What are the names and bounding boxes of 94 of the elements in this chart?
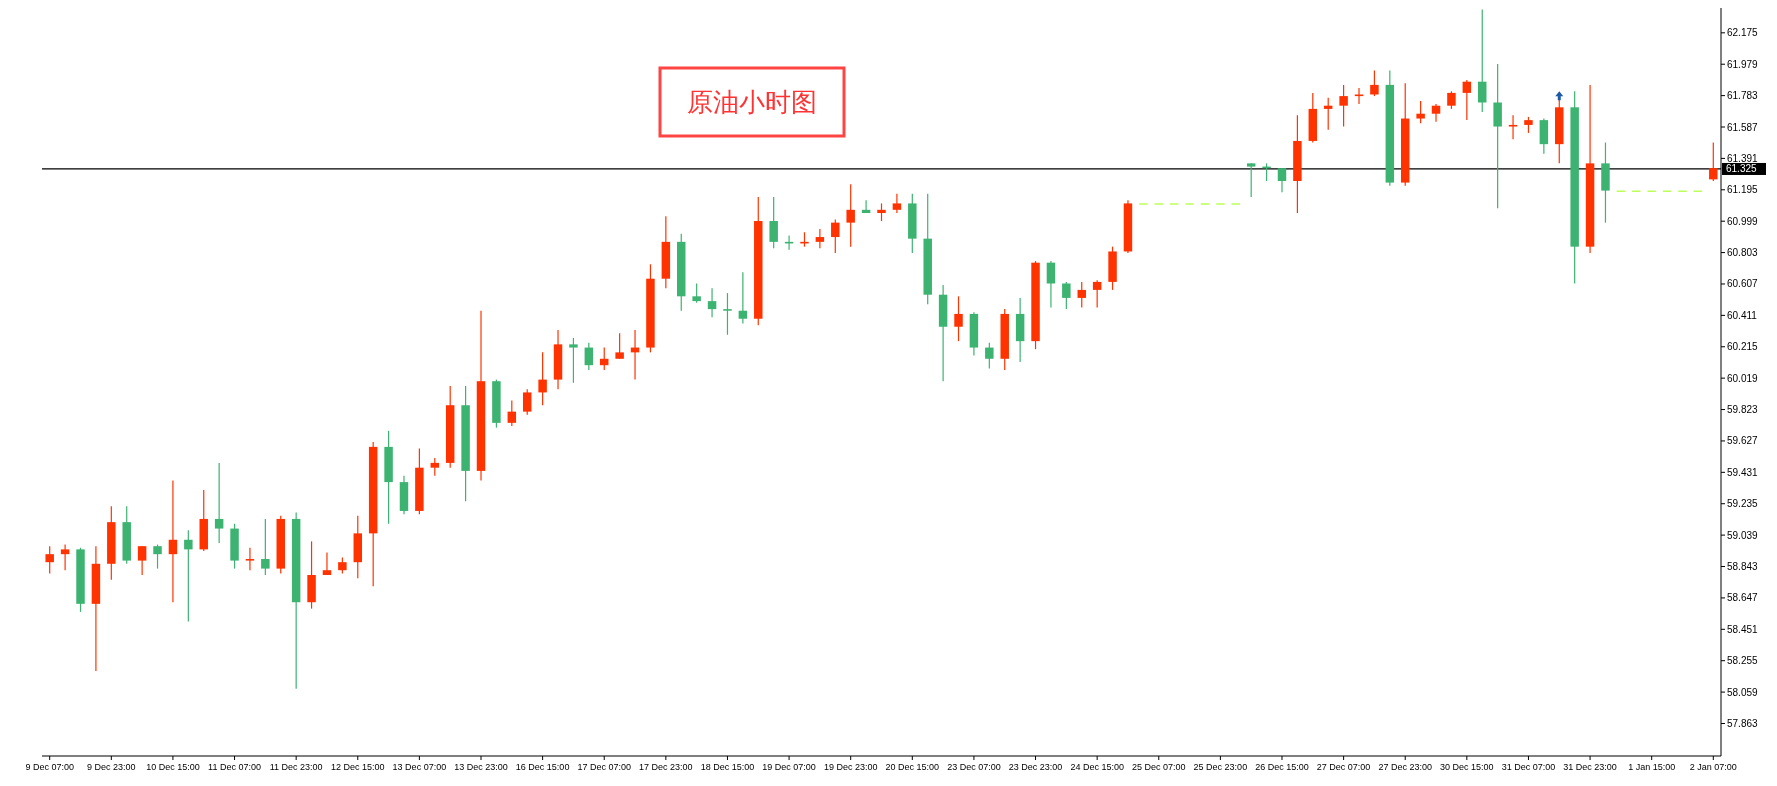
y-tick-label: 61.783 [1727, 90, 1759, 102]
candlestick [184, 529, 193, 623]
y-tick-label: 60.803 [1727, 247, 1759, 259]
y-tick-label: 58.059 [1727, 686, 1759, 698]
annotation: 原油小时图 [687, 87, 817, 118]
y-tick-label: 60.215 [1727, 341, 1759, 353]
candlestick [707, 287, 717, 318]
candlestick [538, 351, 547, 406]
candlestick [168, 479, 178, 603]
ref-line-label: 61.325 [1726, 163, 1758, 175]
candlestick [692, 282, 701, 304]
y-tick-label: 62.175 [1727, 27, 1759, 39]
x-tick-label: 25 Dec 23:00 [1193, 762, 1248, 772]
y-tick-label: 58.843 [1727, 561, 1759, 573]
y-tick-label: 58.647 [1727, 592, 1759, 604]
x-tick-label: 11 Dec 23:00 [269, 762, 323, 772]
x-tick-label: 27 Dec 07:00 [1316, 762, 1371, 772]
x-tick-label: 23 Dec 07:00 [947, 762, 1001, 772]
y-tick-label: 59.627 [1727, 435, 1759, 447]
y-tick-label: 58.255 [1727, 655, 1759, 667]
y-tick-label: 60.019 [1727, 372, 1759, 384]
candlestick [846, 183, 855, 248]
candlestick [214, 462, 224, 544]
candlestick [1277, 167, 1287, 193]
y-tick-label: 61.391 [1727, 152, 1759, 164]
y-tick-label: 59.823 [1727, 404, 1759, 416]
candlestick [1354, 87, 1364, 105]
candlestick [723, 292, 732, 336]
candlestick [738, 271, 748, 325]
candlestick [1046, 260, 1056, 309]
candlestick [60, 543, 70, 571]
candlestick [1077, 281, 1086, 309]
candlestick [569, 337, 578, 384]
x-tick-label: 17 Dec 07:00 [577, 762, 632, 772]
candlestick [1478, 9, 1487, 113]
candlestick [1431, 103, 1441, 123]
x-tick-label: 31 Dec 23:00 [1563, 762, 1617, 772]
candlestick [1462, 79, 1472, 121]
x-tick-label: 9 Dec 23:00 [87, 762, 136, 772]
x-tick-label: 1 Jan 15:00 [1628, 762, 1676, 772]
y-tick-label: 59.431 [1727, 466, 1759, 478]
candlestick [245, 547, 255, 571]
y-tick-label: 58.451 [1727, 623, 1759, 635]
candlestick [1370, 69, 1379, 97]
y-tick-label: 61.979 [1727, 58, 1759, 70]
y-tick-label: 59.039 [1727, 529, 1759, 541]
x-tick-label: 24 Dec 15:00 [1070, 762, 1124, 772]
x-tick-label: 2 Jan 07:00 [1689, 762, 1737, 772]
x-tick-label: 30 Dec 15:00 [1440, 762, 1494, 772]
x-tick-label: 18 Dec 15:00 [700, 762, 755, 772]
candlestick [831, 218, 840, 254]
y-tick-label: 59.235 [1727, 498, 1759, 510]
candlestick [1092, 279, 1102, 309]
candlestick [769, 196, 778, 249]
x-tick-label: 27 Dec 23:00 [1378, 762, 1432, 772]
candlestick [261, 518, 270, 576]
x-tick-label: 13 Dec 07:00 [392, 762, 447, 772]
candlestick [1709, 141, 1718, 182]
candlestick [892, 193, 902, 214]
x-tick-label: 20 Dec 15:00 [885, 762, 940, 772]
x-tick-label: 23 Dec 23:00 [1008, 762, 1063, 772]
x-tick-label: 17 Dec 23:00 [639, 762, 693, 772]
candlestick [1246, 162, 1256, 198]
candlestick [985, 342, 994, 369]
candlestick [815, 228, 825, 249]
y-tick-label: 60.607 [1727, 278, 1759, 290]
candlestick [1339, 84, 1348, 128]
x-tick-label: 19 Dec 07:00 [762, 762, 816, 772]
x-tick-label: 12 Dec 15:00 [331, 762, 385, 772]
candlestick [584, 342, 594, 371]
candlestick [137, 545, 147, 576]
candlestick [1062, 281, 1071, 310]
x-tick-label: 11 Dec 07:00 [208, 762, 261, 772]
x-tick-label: 9 Dec 07:00 [25, 762, 74, 772]
candlestick [507, 399, 517, 427]
candlestick [1416, 100, 1425, 124]
candlestick [45, 545, 54, 574]
y-tick-label: 61.195 [1727, 184, 1759, 196]
candlestick [615, 332, 624, 360]
x-tick-label: 13 Dec 23:00 [454, 762, 508, 772]
x-tick-label: 16 Dec 15:00 [515, 762, 570, 772]
x-tick-label: 19 Dec 23:00 [823, 762, 878, 772]
y-tick-label: 57.863 [1727, 717, 1759, 729]
x-tick-label: 31 Dec 07:00 [1501, 762, 1556, 772]
y-tick-label: 60.999 [1727, 215, 1759, 227]
y-tick-label: 61.587 [1727, 121, 1759, 133]
x-tick-label: 26 Dec 15:00 [1255, 762, 1309, 772]
candlestick [1508, 114, 1518, 140]
y-tick-label: 60.411 [1727, 309, 1758, 321]
x-tick-label: 25 Dec 07:00 [1131, 762, 1186, 772]
x-tick-label: 10 Dec 15:00 [146, 762, 200, 772]
candlestick [522, 388, 532, 416]
candlestick [153, 543, 162, 570]
candlestick [954, 295, 963, 342]
